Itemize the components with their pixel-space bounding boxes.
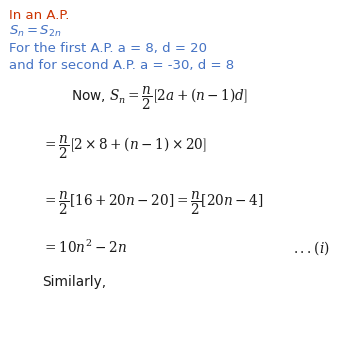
Text: In an A.P.: In an A.P. xyxy=(9,9,69,22)
Text: $= \dfrac{n}{2}\left[2 \times 8 + (n-1) \times 20\right]$: $= \dfrac{n}{2}\left[2 \times 8 + (n-1) … xyxy=(42,134,207,161)
Text: and for second A.P. a = -30, d = 8: and for second A.P. a = -30, d = 8 xyxy=(9,59,234,72)
Text: For the first A.P. a = 8, d = 20: For the first A.P. a = 8, d = 20 xyxy=(9,42,207,55)
Text: $= \dfrac{n}{2}\left[16 + 20n - 20\right] = \dfrac{n}{2}\left[20n - 4\right]$: $= \dfrac{n}{2}\left[16 + 20n - 20\right… xyxy=(42,190,264,217)
Text: $S_n = S_{2n}$: $S_n = S_{2n}$ xyxy=(9,24,61,39)
Text: Similarly,: Similarly, xyxy=(42,275,107,289)
Text: $= 10n^2 - 2n$: $= 10n^2 - 2n$ xyxy=(42,239,127,256)
Text: Now, $S_n = \dfrac{n}{2}\left[2a + (n-1)d\right]$: Now, $S_n = \dfrac{n}{2}\left[2a + (n-1)… xyxy=(71,84,247,111)
Text: $...(i)$: $...(i)$ xyxy=(292,239,329,257)
